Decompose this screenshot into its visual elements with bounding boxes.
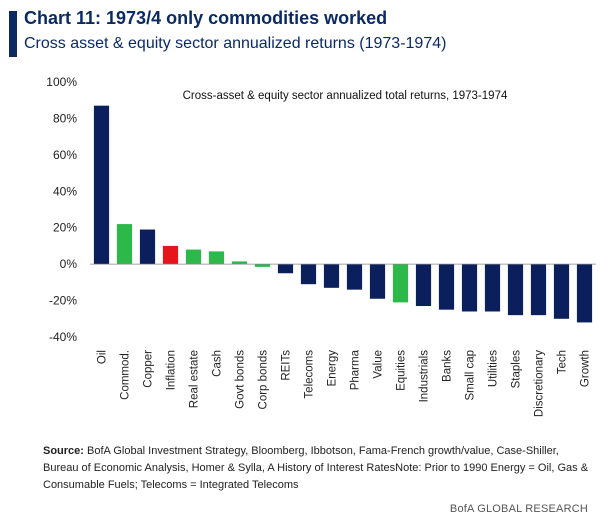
bar-utilities [484,264,501,312]
x-tick-label: Pharma [350,349,362,390]
header-accent-bar [9,11,17,57]
bar-discretionary [530,264,547,316]
bar-reits [277,264,294,274]
bar-equities [392,264,409,303]
x-tick-label: Tech [557,350,569,374]
x-tick-label: Energy [327,350,339,387]
source-label: Source: [43,445,84,457]
x-tick-label: Cash [212,350,224,377]
y-tick-label: 60% [53,148,77,162]
bars [93,105,593,323]
chart-title: Chart 11: 1973/4 only commodities worked [24,8,388,28]
x-tick-label: Govt bonds [235,350,247,409]
x-tick-label: Inflation [166,350,178,390]
bar-growth [576,264,593,323]
x-tick-label: Growth [580,350,592,387]
x-tick-label: Staples [511,350,523,389]
x-tick-label: Small cap [465,350,477,401]
bar-real-estate [185,249,202,265]
bar-inflation [162,245,179,265]
bar-industrials [415,264,432,307]
bar-small-cap [461,264,478,312]
bar-energy [323,264,340,288]
y-tick-label: 0% [60,257,78,271]
x-tick-label: Corp bonds [258,350,270,410]
chart-subtitle: Cross asset & equity sector annualized r… [24,35,447,52]
x-tick-label: REITs [281,350,293,381]
y-axis: -40% -20% 0% 20% 40% 60% 80% 100% [46,75,77,344]
x-tick-label: Commod. [120,350,132,400]
bar-value [369,264,386,299]
y-tick-label: 20% [53,221,77,235]
x-tick-label: Copper [143,350,155,388]
source-note: Source: BofA Global Investment Strategy,… [43,443,591,494]
bar-pharma [346,264,363,290]
bar-commod [116,224,133,265]
x-tick-label: Oil [97,350,109,364]
bar-govt-bonds [231,261,248,265]
bar-telecoms [300,264,317,285]
y-tick-label: 100% [46,75,77,89]
bar-staples [507,264,524,316]
x-tick-label: Industrials [419,350,431,403]
x-tick-label: Banks [442,350,454,382]
y-tick-label: 40% [53,184,77,198]
y-tick-label: -20% [49,294,77,308]
x-tick-label: Telecoms [304,350,316,399]
y-tick-label: 80% [53,111,77,125]
bar-copper [139,229,156,265]
footer-brand: BofA GLOBAL RESEARCH [449,503,588,515]
x-tick-label: Real estate [189,350,201,408]
bar-chart: Cross-asset & equity sector annualized t… [46,75,596,417]
bar-banks [438,264,455,310]
bar-cash [208,251,225,265]
inner-chart-title: Cross-asset & equity sector annualized t… [183,90,508,102]
x-tick-label: Discretionary [534,350,546,417]
bar-corp-bonds [254,264,271,267]
source-text: BofA Global Investment Strategy, Bloombe… [43,445,589,491]
bar-oil [93,105,110,265]
x-tick-label: Value [373,350,385,379]
y-tick-label: -40% [49,330,77,344]
x-tick-label: Equities [396,350,408,391]
bar-tech [553,264,570,319]
x-tick-label: Utilities [488,350,500,387]
x-axis-labels: Oil Commod. Copper Inflation Real estate Cash… [97,349,592,417]
